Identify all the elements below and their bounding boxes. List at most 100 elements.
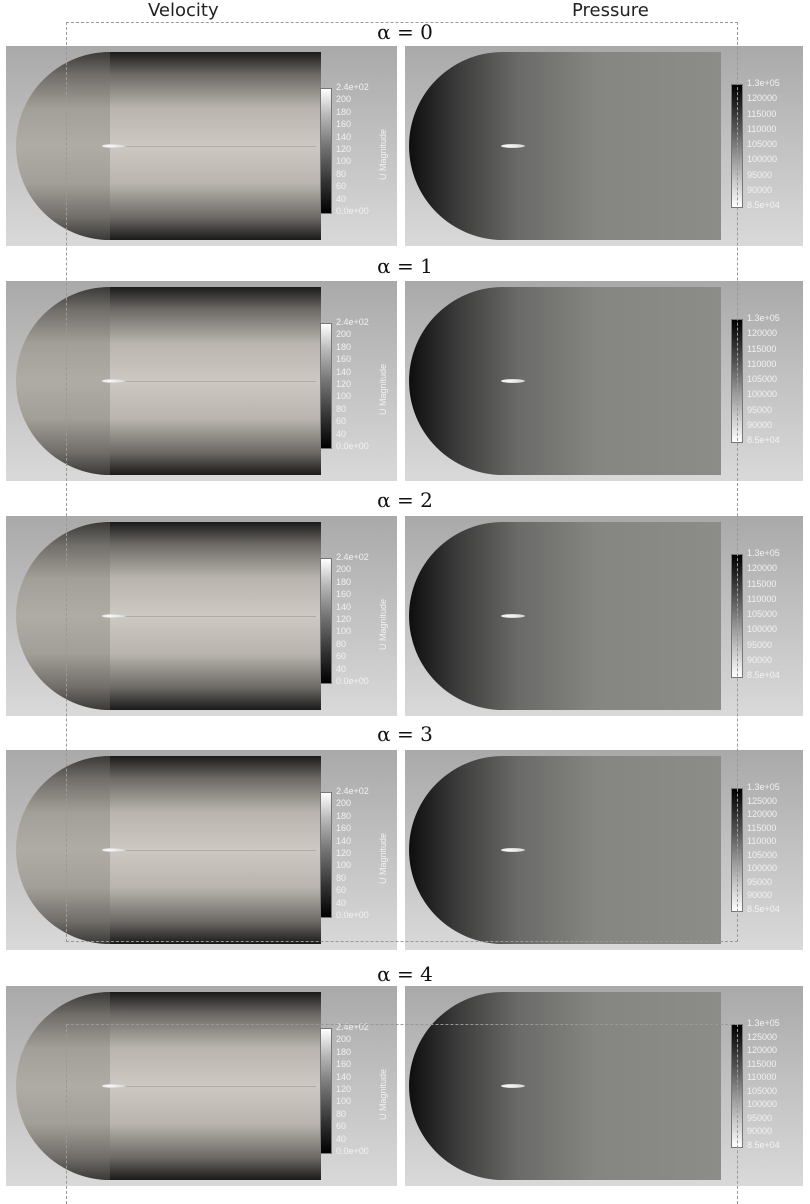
colorbar-tick-label: 1.3e+05: [747, 782, 780, 792]
colorbar-tick-label: 160: [336, 589, 352, 600]
colorbar-tick-label: 100: [336, 626, 352, 637]
airfoil: [102, 379, 126, 383]
colorbar-tick-label: 105000: [747, 374, 778, 384]
colorbar-tick-label: 100000: [747, 1099, 778, 1110]
velocity-field-domain: [16, 522, 322, 710]
colorbar-tick-label: 90000: [747, 1126, 773, 1137]
velocity-colorbar: [320, 792, 332, 918]
colorbar-tick-label: 0.0e+00: [336, 206, 369, 216]
colorbar-tick-label: 120: [336, 848, 352, 858]
pressure-field-domain: [409, 287, 721, 475]
colorbar-tick-label: 95000: [747, 404, 773, 415]
colorbar-tick-label: 2.4e+02: [336, 82, 369, 92]
airfoil: [501, 848, 525, 852]
wake-line: [126, 1086, 316, 1087]
colorbar-tick-label: 8.5e+04: [747, 200, 780, 210]
velocity-domain-wrap: [16, 992, 322, 1184]
colorbar-tick-label: 125000: [747, 1031, 778, 1042]
pressure-domain-wrap: [409, 992, 721, 1184]
colorbar-tick-label: 200: [336, 564, 352, 575]
colorbar-tick-label: 60: [336, 1121, 347, 1132]
colorbar-tick-label: 110000: [747, 836, 777, 847]
airfoil: [501, 1084, 525, 1088]
velocity-colorbar: [320, 1028, 332, 1154]
airfoil: [501, 144, 525, 148]
velocity-panel: 2.4e+02 200 180 160 140 120 100 80 60 40 0.0e+00 U …: [6, 516, 397, 716]
colorbar-tick-label: 105000: [747, 609, 778, 619]
colorbar-tick-label: 1.3e+05: [747, 1018, 780, 1028]
velocity-colorbar: [320, 88, 332, 214]
colorbar-tick-label: 8.5e+04: [747, 670, 780, 680]
colorbar-tick-label: 0.0e+00: [336, 676, 369, 686]
pressure-panel: 1.3e+05 120000 115000 110000 105000 100000 950…: [405, 281, 803, 481]
colorbar-tick-label: 200: [336, 329, 352, 340]
velocity-field-domain: [16, 992, 322, 1180]
colorbar-tick-label: 100: [336, 391, 352, 402]
colorbar-tick-label: 2.4e+02: [336, 552, 369, 562]
colorbar-tick-label: 60: [336, 885, 347, 896]
velocity-domain-wrap: [16, 287, 322, 479]
colorbar-tick-label: 160: [336, 823, 352, 834]
velocity-colorbar: [320, 558, 332, 684]
colorbar-tick-label: 105000: [747, 1085, 778, 1096]
colorbar-tick-label: 80: [336, 403, 347, 414]
alpha-label: α = 2: [377, 488, 433, 512]
colorbar-tick-label: 180: [336, 810, 352, 821]
colorbar-tick-label: 80: [336, 1108, 347, 1119]
colorbar-tick-label: 105000: [747, 849, 778, 860]
colorbar-tick-label: 90000: [747, 184, 773, 195]
colorbar-tick-label: 40: [336, 1133, 347, 1144]
colorbar-title: U Magnitude: [378, 1068, 388, 1120]
colorbar-tick-label: 115000: [747, 108, 777, 119]
pressure-panel: 1.3e+05 120000 115000 110000 105000 100000 950…: [405, 46, 803, 246]
colorbar-tick-label: 100: [336, 156, 352, 167]
airfoil: [501, 614, 525, 618]
colorbar-tick-label: 200: [336, 1034, 352, 1045]
alpha-label: α = 3: [377, 722, 433, 746]
colorbar-tick-label: 160: [336, 354, 352, 365]
colorbar-tick-label: 120000: [747, 1045, 778, 1056]
velocity-field-domain: [16, 287, 322, 475]
pressure-colorbar: [731, 319, 743, 443]
wake-line: [126, 850, 316, 851]
pressure-colorbar: [731, 554, 743, 678]
alpha-label: α = 1: [377, 254, 433, 278]
colorbar-title: U Magnitude: [378, 128, 388, 180]
velocity-field-domain: [16, 52, 322, 240]
velocity-panel: 2.4e+02 200 180 160 140 120 100 80 60 40 0.0e+00 U …: [6, 46, 397, 246]
colorbar-tick-label: 8.5e+04: [747, 904, 780, 914]
colorbar-tick-label: 105000: [747, 139, 778, 149]
colorbar-tick-label: 140: [336, 366, 352, 377]
alpha-label: α = 4: [377, 962, 433, 986]
colorbar-tick-label: 2.4e+02: [336, 786, 369, 796]
colorbar-tick-label: 80: [336, 168, 347, 179]
colorbar-tick-label: 60: [336, 181, 347, 192]
wake-line: [126, 146, 316, 147]
colorbar-tick-label: 180: [336, 1046, 352, 1057]
colorbar-tick-label: 120000: [747, 809, 778, 820]
colorbar-tick-label: 140: [336, 835, 352, 846]
colorbar-tick-label: 120: [336, 1084, 352, 1094]
colorbar-tick-label: 100000: [747, 863, 778, 874]
pressure-field-domain: [409, 52, 721, 240]
pressure-header: Pressure: [572, 0, 649, 21]
colorbar-tick-label: 120000: [747, 328, 778, 339]
colorbar-tick-label: 100000: [747, 389, 778, 400]
colorbar-tick-label: 120: [336, 614, 352, 624]
colorbar-tick-label: 80: [336, 638, 347, 649]
colorbar-tick-label: 180: [336, 576, 352, 587]
colorbar-tick-label: 125000: [747, 795, 778, 806]
colorbar-tick-label: 40: [336, 663, 347, 674]
colorbar-tick-label: 90000: [747, 419, 773, 430]
pressure-domain-wrap: [409, 756, 721, 948]
velocity-panel: 2.4e+02 200 180 160 140 120 100 80 60 40 0.0e+00 U …: [6, 281, 397, 481]
colorbar-title: U Magnitude: [378, 832, 388, 884]
colorbar-tick-label: 95000: [747, 1112, 773, 1123]
colorbar-tick-label: 200: [336, 94, 352, 105]
colorbar-tick-label: 40: [336, 897, 347, 908]
pressure-panel: 1.3e+05 120000 115000 110000 105000 100000 950…: [405, 516, 803, 716]
colorbar-tick-label: 8.5e+04: [747, 1140, 780, 1150]
colorbar-tick-label: 95000: [747, 639, 773, 650]
colorbar-tick-label: 80: [336, 872, 347, 883]
colorbar-tick-label: 1.3e+05: [747, 548, 780, 558]
